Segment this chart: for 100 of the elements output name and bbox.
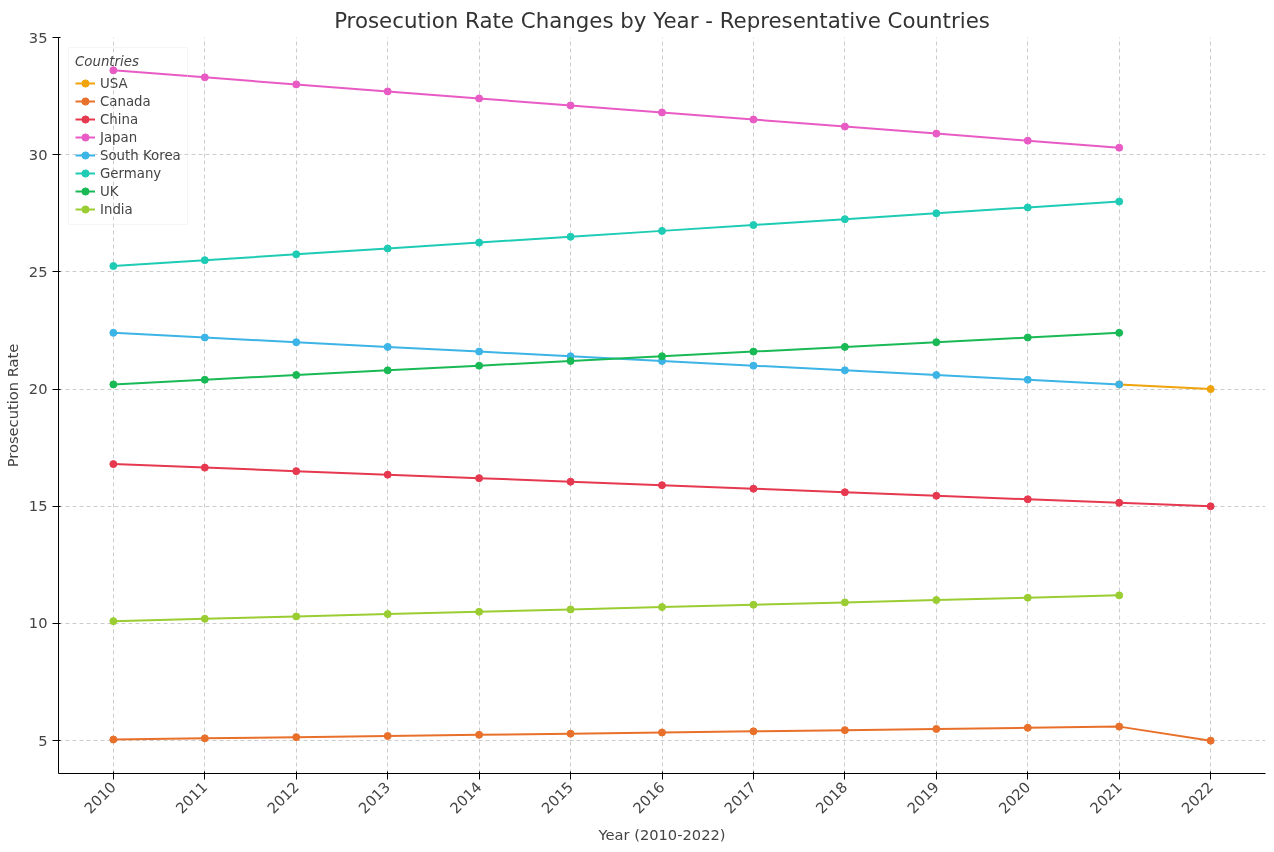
point [749,484,758,493]
point [200,463,209,472]
point [1206,385,1215,394]
point [109,262,118,271]
point [200,333,209,342]
legend-label: Germany [100,164,162,182]
point [292,733,301,742]
point [1115,197,1124,206]
point [566,729,575,738]
legend-label: South Korea [100,146,181,164]
legend-label: UK [100,182,120,200]
point [1115,498,1124,507]
point [200,734,209,743]
point [109,735,118,744]
point [109,328,118,337]
point [840,488,849,497]
x-axis-title: Year (2010-2022) [597,825,726,843]
point [383,470,392,479]
point [1206,502,1215,511]
y-tick-label: 20 [28,380,48,398]
point [109,380,118,389]
point [1023,333,1032,342]
point [200,73,209,82]
legend-label: USA [100,74,128,92]
point [475,730,484,739]
point [1023,593,1032,602]
legend-label: Canada [100,92,151,110]
point [383,610,392,619]
point [383,87,392,96]
point [475,607,484,616]
point [932,724,941,733]
point [292,80,301,89]
point [292,250,301,259]
point [1115,143,1124,152]
point [1023,723,1032,732]
point [658,108,666,117]
point [749,727,758,736]
point [200,256,209,265]
legend-label: China [100,110,139,128]
point [932,129,941,138]
point [840,342,849,351]
point [1206,736,1215,745]
point [749,361,758,370]
y-tick-label: 25 [28,262,48,280]
point [840,366,849,375]
point [1115,591,1124,600]
point [932,491,941,500]
point [840,726,849,735]
point [932,596,941,605]
point [475,474,484,483]
point [566,101,575,110]
point [200,375,209,384]
point [566,356,575,365]
point [292,467,301,476]
point [1023,136,1032,145]
point [475,238,484,247]
point [658,226,666,235]
point [566,232,575,241]
point [383,342,392,351]
point [1023,495,1032,504]
point [1115,722,1124,731]
y-tick-label: 35 [28,28,48,46]
point [658,352,666,361]
point [658,728,666,737]
point [749,221,758,230]
point [292,612,301,621]
point [749,115,758,124]
y-tick-label: 15 [28,497,48,515]
point [292,371,301,380]
point [1023,203,1032,212]
point [932,209,941,218]
point [292,338,301,347]
point [932,371,941,380]
point [200,614,209,623]
legend-label: India [100,200,133,218]
point [566,477,575,486]
point [383,366,392,375]
point [475,361,484,370]
point [749,600,758,609]
point [840,215,849,224]
point [109,66,118,75]
point [383,732,392,740]
y-tick-label: 30 [28,145,48,163]
chart-title: Prosecution Rate Changes by Year - Representative Countries [334,7,990,33]
point [1023,375,1032,384]
point [566,605,575,614]
point [475,94,484,103]
point [475,347,484,356]
y-axis-title: Prosecution Rate [3,343,21,468]
point [932,338,941,347]
point [658,481,666,490]
point [109,460,118,469]
point [109,617,118,626]
y-tick-label: 10 [28,614,48,632]
y-tick-label: 5 [38,731,48,749]
point [840,122,849,131]
point [1115,328,1124,337]
point [383,244,392,253]
point [840,598,849,607]
legend-label: Japan [100,128,138,146]
